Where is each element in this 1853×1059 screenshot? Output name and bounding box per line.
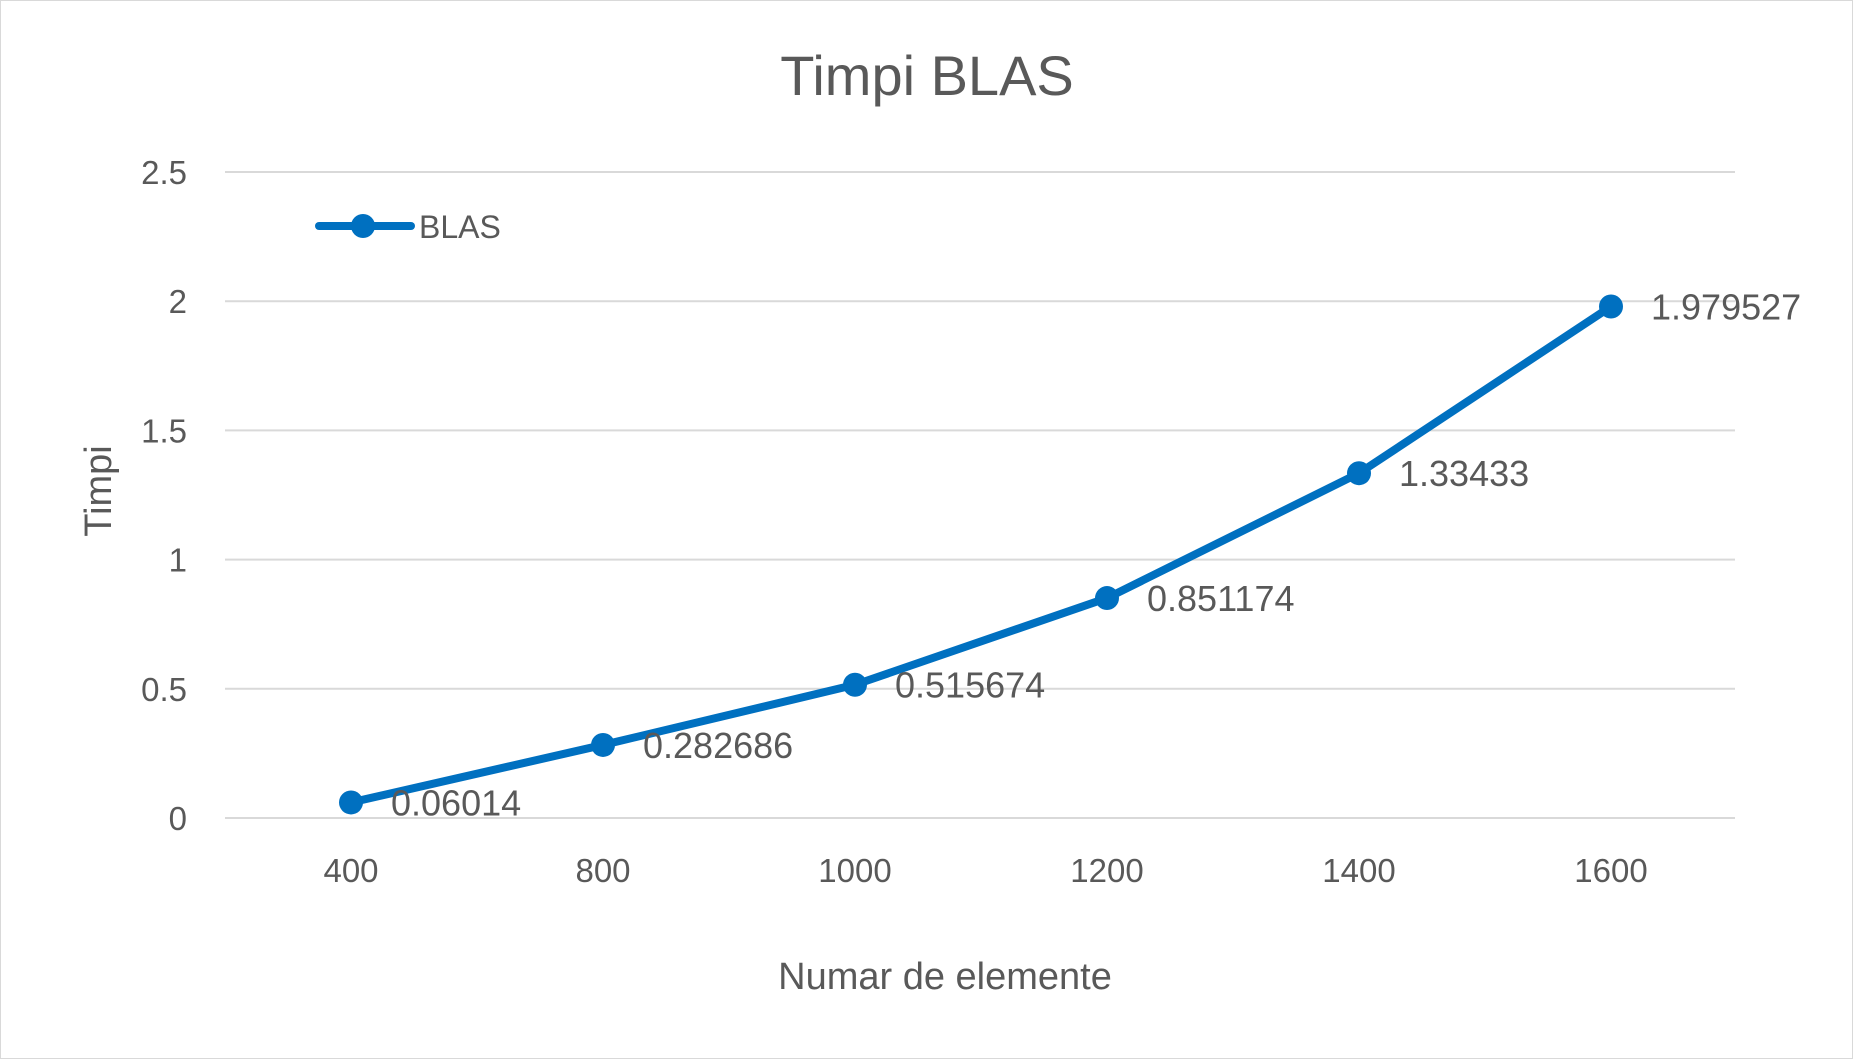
x-tick-label: 1600 [1574, 852, 1647, 889]
x-tick-label: 1200 [1070, 852, 1143, 889]
data-point [1599, 294, 1623, 319]
chart-title: Timpi BLAS [780, 44, 1074, 107]
y-tick-label: 2 [169, 283, 187, 320]
legend-dot-marker [351, 214, 375, 238]
y-tick-label: 1.5 [141, 412, 187, 449]
x-tick-label: 800 [575, 852, 630, 889]
data-labels: 0.06014 0.282686 0.515674 0.851174 1.33433 1.… [391, 286, 1801, 823]
x-axis-ticks: 400 800 1000 1200 1400 1600 [323, 852, 1647, 889]
data-label: 0.851174 [1147, 578, 1294, 619]
x-tick-label: 1000 [818, 852, 891, 889]
data-point [339, 790, 363, 815]
series-line-blas [347, 302, 1615, 807]
y-axis-ticks: 0 0.5 1 1.5 2 2.5 [141, 154, 187, 837]
data-point [843, 672, 867, 697]
y-tick-label: 0.5 [141, 671, 187, 708]
data-point [1095, 586, 1119, 611]
series-layer [339, 294, 1623, 815]
gridlines [225, 171, 1735, 819]
data-label: 0.515674 [895, 665, 1045, 706]
y-tick-label: 1 [169, 542, 187, 579]
x-tick-label: 1400 [1322, 852, 1395, 889]
legend-label: BLAS [419, 209, 501, 245]
data-label: 0.06014 [391, 782, 521, 823]
data-label: 1.979527 [1651, 286, 1801, 327]
data-label: 0.282686 [643, 725, 793, 766]
y-tick-label: 2.5 [141, 154, 187, 191]
x-tick-label: 400 [323, 852, 378, 889]
data-point [591, 732, 615, 757]
data-label: 1.33433 [1399, 453, 1529, 494]
data-point [1347, 461, 1371, 486]
x-axis-title: Numar de elemente [778, 956, 1112, 998]
legend: BLAS [315, 209, 501, 245]
y-axis-title: Timpi [78, 445, 120, 536]
y-tick-label: 0 [169, 800, 187, 837]
